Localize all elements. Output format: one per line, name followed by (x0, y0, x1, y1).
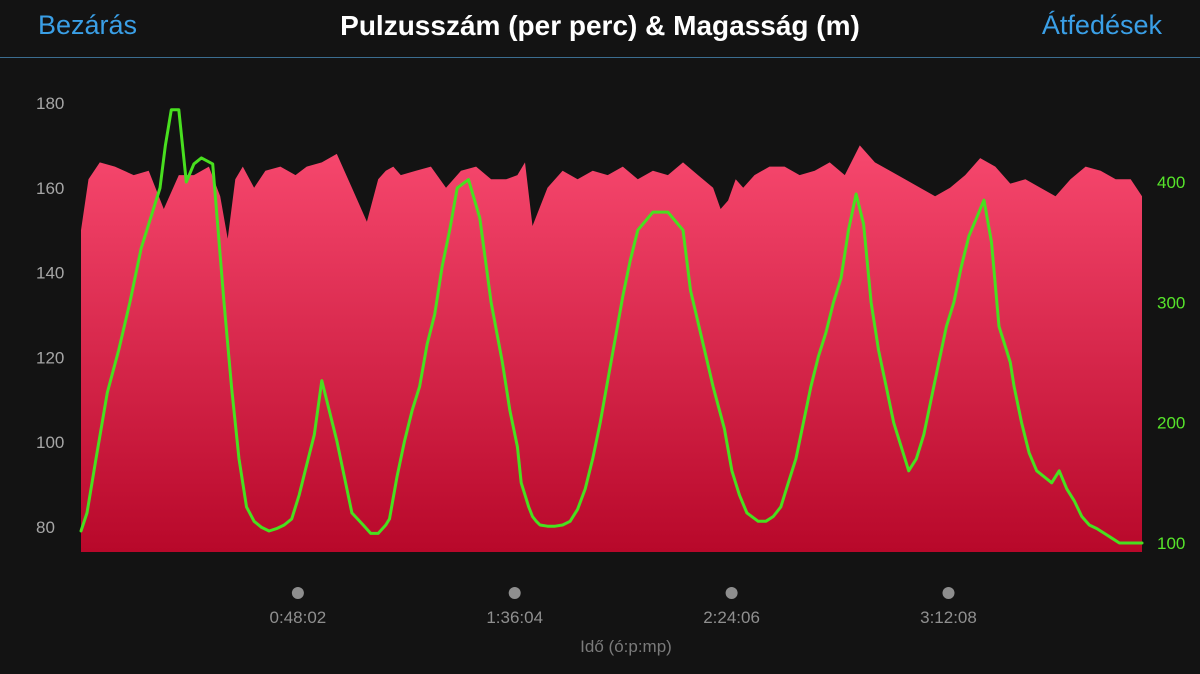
left-axis: 180 160 140 120 100 80 (36, 94, 64, 537)
x-axis-tick-label: 0:48:02 (270, 608, 327, 627)
left-axis-tick-label: 160 (36, 179, 64, 198)
right-axis-tick-label: 400 (1157, 173, 1185, 192)
x-axis-marker-dot[interactable] (942, 587, 955, 599)
left-axis-tick-label: 80 (36, 518, 55, 537)
x-axis-tick-label: 1:36:04 (486, 608, 543, 627)
right-axis-tick-label: 300 (1157, 293, 1185, 312)
overlays-button[interactable]: Átfedések (1041, 10, 1162, 40)
heart-rate-area (81, 145, 1142, 552)
x-axis-marker-dot[interactable] (725, 587, 738, 599)
right-axis-tick-label: 200 (1157, 414, 1185, 433)
x-axis[interactable]: 0:48:02 1:36:04 2:24:06 3:12:08 (270, 587, 977, 627)
elevation-line (79, 108, 1144, 545)
left-axis-tick-label: 180 (36, 94, 64, 113)
left-axis-tick-label: 140 (36, 264, 64, 283)
close-button[interactable]: Bezárás (38, 10, 138, 40)
left-axis-tick-label: 120 (36, 348, 64, 367)
plot-area (79, 108, 1144, 552)
right-axis-tick-label: 100 (1157, 534, 1185, 553)
x-axis-marker-dot[interactable] (291, 587, 304, 599)
x-axis-marker-dot[interactable] (508, 587, 521, 599)
x-axis-tick-label: 2:24:06 (703, 608, 760, 627)
x-axis-tick-label: 3:12:08 (920, 608, 977, 627)
left-axis-tick-label: 100 (36, 433, 64, 452)
right-axis: 400 300 200 100 (1157, 173, 1185, 553)
x-axis-label: Idő (ó:p:mp) (580, 637, 672, 656)
